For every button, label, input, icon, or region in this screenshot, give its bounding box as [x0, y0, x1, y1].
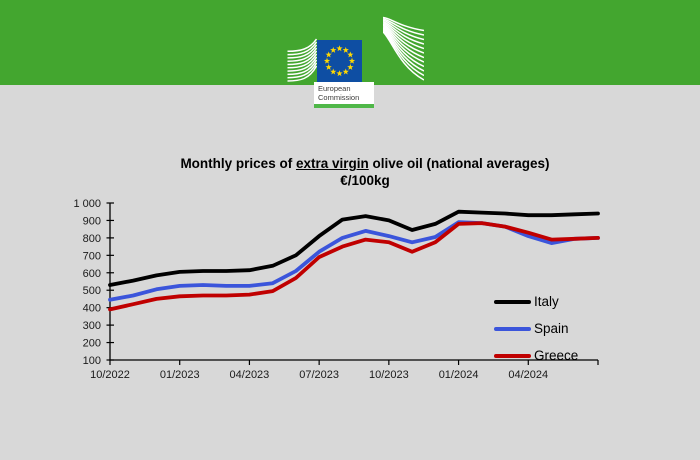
- y-tick-label: 1 000: [73, 198, 101, 210]
- chart-legend: Italy Spain Greece: [494, 288, 578, 369]
- legend-label-spain: Spain: [534, 321, 569, 336]
- logo-label: European Commission: [314, 82, 374, 108]
- legend-item-greece: Greece: [494, 342, 578, 369]
- european-commission-logo: European Commission: [287, 0, 424, 110]
- eu-flag-icon: [317, 40, 362, 82]
- legend-swatch-greece: [494, 353, 531, 358]
- y-tick-label: 200: [83, 338, 101, 350]
- y-tick-label: 400: [83, 303, 101, 315]
- legend-swatch-italy: [494, 299, 531, 304]
- logo-green-bar: [314, 104, 374, 108]
- x-tick-label: 10/2023: [369, 369, 409, 381]
- y-tick-label: 300: [83, 320, 101, 332]
- legend-item-spain: Spain: [494, 315, 578, 342]
- x-tick-label: 01/2024: [439, 369, 479, 381]
- x-tick-label: 01/2023: [160, 369, 200, 381]
- chart-title-block: Monthly prices of extra virgin olive oil…: [15, 155, 700, 189]
- chart-title-underlined: extra virgin: [295, 156, 369, 171]
- logo-right-swoosh-icon: [383, 16, 424, 81]
- legend-item-italy: Italy: [494, 288, 578, 315]
- series-line-greece: [108, 221, 600, 312]
- x-tick-label: 04/2023: [230, 369, 270, 381]
- y-tick-label: 900: [83, 215, 101, 227]
- legend-swatch-spain: [494, 326, 531, 331]
- legend-label-greece: Greece: [534, 348, 579, 363]
- logo-org-line1: European: [318, 84, 351, 93]
- logo-org-line2: Commission: [318, 93, 360, 102]
- chart-title: Monthly prices of extra virgin olive oil…: [180, 156, 550, 171]
- y-tick-label: 500: [83, 285, 101, 297]
- chart-subtitle: €/100kg: [340, 173, 390, 188]
- x-tick-label: 04/2024: [508, 369, 548, 381]
- x-tick-label: 10/2022: [90, 369, 130, 381]
- y-tick-label: 800: [83, 233, 101, 245]
- x-tick-label: 07/2023: [299, 369, 339, 381]
- y-tick-label: 700: [83, 250, 101, 262]
- series-line-italy: [108, 209, 600, 287]
- logo-left-swoosh-icon: [287, 38, 317, 82]
- y-tick-label: 100: [83, 355, 101, 367]
- legend-label-italy: Italy: [534, 294, 559, 309]
- price-chart: 100 200 300 400 500 600 700 800 900 1 000 10/2022 0…: [73, 198, 600, 381]
- y-tick-label: 600: [83, 268, 101, 280]
